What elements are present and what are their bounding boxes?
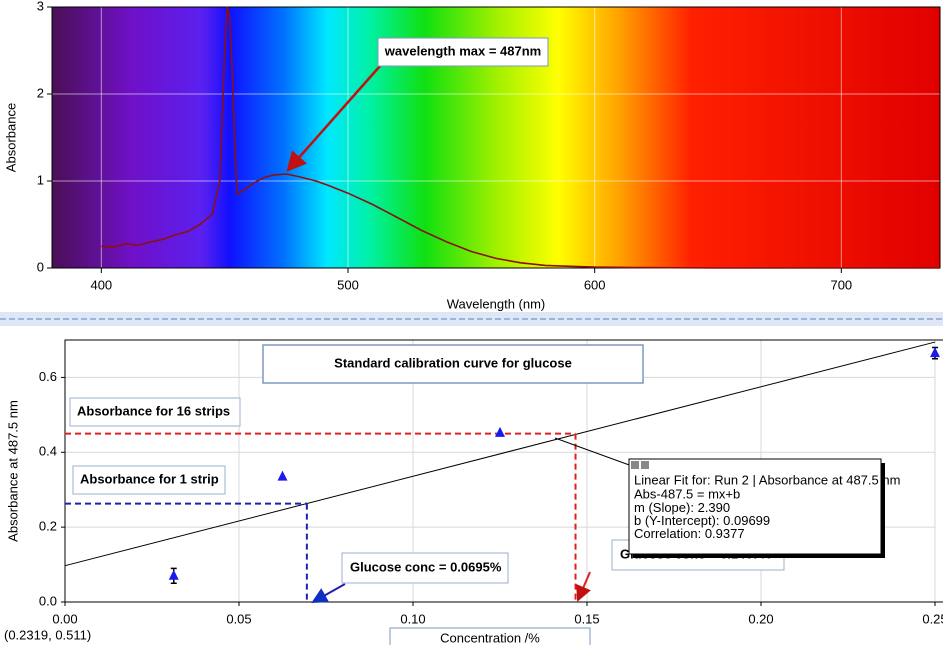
y-axis-label: Absorbance xyxy=(3,103,18,172)
guide-box xyxy=(69,397,241,427)
y-tick-label: 0 xyxy=(37,259,44,274)
x-axis-label-box xyxy=(389,627,591,645)
minimize-icon xyxy=(641,461,649,469)
y-tick-label: 0.4 xyxy=(39,444,57,459)
x-tick-label: 0.00 xyxy=(52,611,77,626)
y-tick-label: 3 xyxy=(37,0,44,13)
guide-text: Absorbance for 16 strips xyxy=(77,403,230,418)
x-axis-label: Wavelength (nm) xyxy=(447,296,546,311)
spectrum-line xyxy=(101,6,940,269)
annotation-box xyxy=(377,37,549,67)
data-point xyxy=(277,470,288,481)
chart-title: Standard calibration curve for glucose xyxy=(334,355,572,370)
fit-stat-label: b (Y-Intercept): xyxy=(634,513,720,528)
fit-stat-value: 0.9377 xyxy=(705,526,745,541)
y-tick-label: 0.6 xyxy=(39,369,57,384)
fit-equation: Abs-487.5 = mx+b xyxy=(634,486,740,501)
x-tick-label: 0.15 xyxy=(574,611,599,626)
data-point xyxy=(930,347,940,358)
plot-frame xyxy=(64,339,943,603)
x-axis-label: Concentration /% xyxy=(440,630,540,645)
y-axis-label: Absorbance at 487.5 nm xyxy=(5,400,20,542)
fit-box xyxy=(628,458,882,555)
fit-stat-label: Correlation: xyxy=(634,526,701,541)
fit-stat: b (Y-Intercept): 0.09699 xyxy=(634,513,770,528)
fit-line xyxy=(64,341,936,567)
guide-box xyxy=(72,465,226,495)
annotation: wavelength max = 487nm xyxy=(384,43,541,58)
fit-stat-value: 0.09699 xyxy=(723,513,770,528)
y-tick-label: 0.2 xyxy=(39,519,57,534)
x-tick-label: 0.05 xyxy=(226,611,251,626)
x-tick-label: 400 xyxy=(90,277,112,292)
x-tick-label: 0.25 xyxy=(922,611,943,626)
data-point xyxy=(495,426,505,437)
x-tick-label: 0.10 xyxy=(400,611,425,626)
x-tick-label: 700 xyxy=(830,277,852,292)
fit-stat: Correlation: 0.9377 xyxy=(634,526,745,541)
annotation-arrow xyxy=(286,65,381,172)
cursor-readout: (0.2319, 0.511) xyxy=(4,627,91,642)
guide-arrow xyxy=(311,583,346,603)
guide-label: Glucose conc = 0.0695% xyxy=(350,559,502,574)
fit-connector xyxy=(554,437,633,467)
guide-label-box xyxy=(341,552,509,584)
title-box xyxy=(262,344,644,384)
guide-text: Absorbance for 1 strip xyxy=(80,471,219,486)
x-tick-label: 0.20 xyxy=(748,611,773,626)
close-icon xyxy=(631,461,639,469)
guide-arrow xyxy=(576,571,591,602)
data-point xyxy=(168,569,179,580)
y-tick-label: 2 xyxy=(37,85,44,100)
fit-stat: m (Slope): 2.390 xyxy=(634,500,730,515)
fit-stat-label: m (Slope): xyxy=(634,500,694,515)
fit-stat-value: 2.390 xyxy=(698,500,731,515)
x-tick-label: 500 xyxy=(337,277,359,292)
x-tick-label: 600 xyxy=(584,277,606,292)
plot-frame xyxy=(51,6,941,269)
y-tick-label: 1 xyxy=(37,172,44,187)
fit-title: Linear Fit for: Run 2 | Absorbance at 48… xyxy=(634,472,900,487)
y-tick-label: 0.0 xyxy=(39,593,57,608)
